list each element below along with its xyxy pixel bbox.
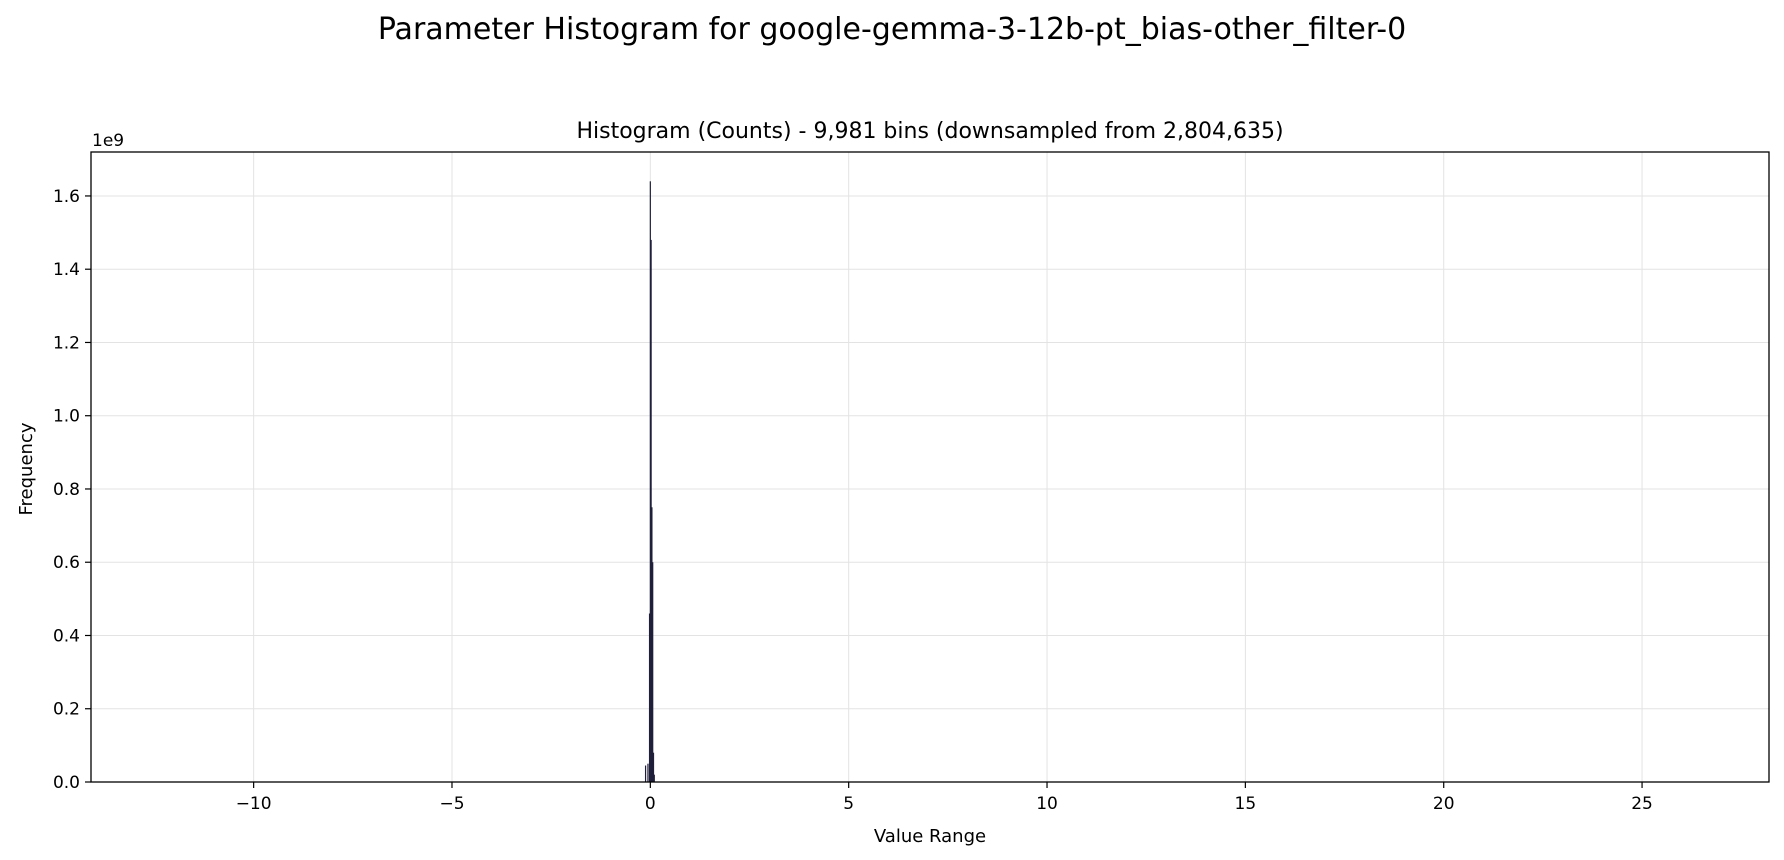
y-tick-label: 1.0 — [53, 407, 80, 427]
y-axis-label: Frequency — [16, 422, 37, 515]
y-tick-label: 1.6 — [53, 187, 80, 207]
x-tick-label: 20 — [1433, 794, 1455, 814]
x-axis-ticks: −10 −5 0 5 10 15 20 25 — [236, 782, 1653, 814]
y-axis-ticks: 0.0 0.2 0.4 0.6 0.8 1.0 1.2 1.4 1.6 — [53, 187, 91, 793]
histogram-bar — [652, 752, 655, 782]
y-tick-label: 0.2 — [53, 700, 80, 720]
y-offset-label: 1e9 — [92, 131, 124, 151]
x-tick-label: 5 — [843, 794, 854, 814]
histogram-bar — [649, 181, 651, 783]
x-tick-label: 25 — [1631, 794, 1653, 814]
histogram-bar — [647, 763, 649, 782]
y-tick-label: 0.8 — [53, 480, 80, 500]
histogram-bar — [648, 613, 651, 782]
chart-subtitle: Histogram (Counts) - 9,981 bins (downsam… — [576, 119, 1283, 144]
x-tick-label: 15 — [1235, 794, 1257, 814]
histogram-bar — [652, 562, 654, 782]
y-tick-label: 0.6 — [53, 553, 80, 573]
histogram-bar — [650, 239, 652, 782]
figure-title: Parameter Histogram for google-gemma-3-1… — [377, 12, 1407, 47]
histogram-bars — [644, 181, 655, 783]
y-tick-label: 0.0 — [53, 773, 80, 793]
grid-lines — [91, 152, 1769, 783]
x-tick-label: 10 — [1036, 794, 1058, 814]
y-tick-label: 0.4 — [53, 626, 80, 646]
histogram-bar — [644, 765, 647, 782]
histogram-bar — [653, 774, 655, 782]
plot-frame — [90, 151, 1770, 783]
x-axis-label: Value Range — [874, 826, 986, 847]
x-tick-label: −5 — [439, 794, 464, 814]
x-tick-label: 0 — [645, 794, 656, 814]
y-tick-label: 1.2 — [53, 333, 80, 353]
histogram-bar — [651, 507, 653, 782]
x-tick-label: −10 — [236, 794, 272, 814]
y-tick-label: 1.4 — [53, 260, 80, 280]
